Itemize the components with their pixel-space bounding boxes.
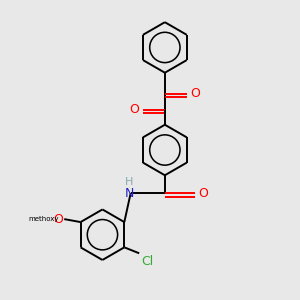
Text: methoxy: methoxy — [28, 216, 59, 222]
Text: O: O — [191, 87, 201, 100]
Text: O: O — [198, 187, 208, 200]
Text: H: H — [125, 177, 134, 187]
Text: O: O — [129, 103, 139, 116]
Text: N: N — [124, 187, 134, 200]
Text: O: O — [53, 213, 63, 226]
Text: Cl: Cl — [142, 255, 154, 268]
